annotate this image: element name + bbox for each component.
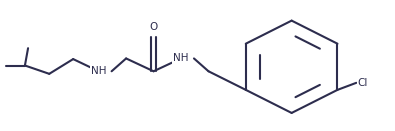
Text: Cl: Cl (357, 78, 368, 88)
Text: NH: NH (91, 66, 106, 76)
Text: O: O (149, 21, 158, 32)
Text: NH: NH (173, 53, 189, 63)
